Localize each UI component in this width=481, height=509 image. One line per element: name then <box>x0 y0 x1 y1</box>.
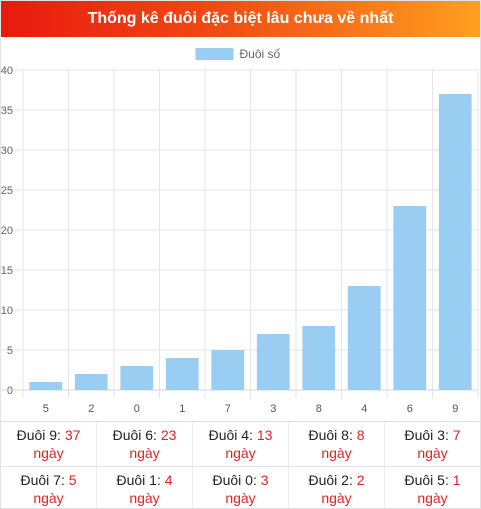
bar <box>211 350 245 390</box>
stat-cell: Đuôi 5: 1 ngày <box>385 467 480 508</box>
stat-cell: Đuôi 6: 23 ngày <box>97 422 193 466</box>
widget-title: Thống kê đuôi đặc biệt lâu chưa về nhất <box>1 1 480 37</box>
stats-table: Đuôi 9: 37 ngày Đuôi 6: 23 ngày Đuôi 4: … <box>1 421 480 508</box>
stat-unit: ngày <box>225 490 256 506</box>
y-tick-label: 15 <box>1 265 13 277</box>
y-tick-label: 10 <box>1 305 13 317</box>
x-tick-label: 2 <box>88 403 94 415</box>
y-tick-label: 30 <box>1 145 13 157</box>
stat-cell: Đuôi 3: 7 ngày <box>385 422 480 466</box>
bar <box>256 334 290 390</box>
x-tick-label: 0 <box>134 403 140 415</box>
bar <box>165 358 199 390</box>
stat-unit: ngày <box>33 490 64 506</box>
y-tick-label: 35 <box>1 105 13 117</box>
stat-cell: Đuôi 8: 8 ngày <box>289 422 385 466</box>
y-tick-label: 25 <box>1 185 13 197</box>
stat-label: Đuôi 9: <box>16 427 61 443</box>
stat-label: Đuôi 0: <box>212 472 257 488</box>
stat-value: 1 <box>452 472 461 488</box>
stat-unit: ngày <box>129 490 160 506</box>
stat-unit: ngày <box>417 445 448 461</box>
stat-value: 13 <box>256 427 273 443</box>
bar <box>438 94 472 390</box>
y-tick-label: 20 <box>1 225 13 237</box>
stat-unit: ngày <box>129 445 160 461</box>
stat-label: Đuôi 7: <box>20 472 65 488</box>
stat-cell: Đuôi 1: 4 ngày <box>97 467 193 508</box>
stat-value: 7 <box>452 427 461 443</box>
x-tick-label: 4 <box>361 403 367 415</box>
stat-label: Đuôi 3: <box>404 427 449 443</box>
stat-cell: Đuôi 4: 13 ngày <box>193 422 289 466</box>
stat-label: Đuôi 5: <box>404 472 449 488</box>
x-tick-label: 8 <box>316 403 322 415</box>
stat-cell: Đuôi 0: 3 ngày <box>193 467 289 508</box>
stat-label: Đuôi 8: <box>308 427 353 443</box>
stat-value: 37 <box>64 427 81 443</box>
x-tick-label: 1 <box>179 403 185 415</box>
x-tick-label: 6 <box>407 403 413 415</box>
stat-value: 4 <box>164 472 173 488</box>
stat-label: Đuôi 2: <box>308 472 353 488</box>
legend-swatch <box>195 48 234 60</box>
stat-unit: ngày <box>225 445 256 461</box>
bar <box>120 366 154 390</box>
y-tick-label: 5 <box>7 345 13 357</box>
x-tick-label: 5 <box>43 403 49 415</box>
stat-label: Đuôi 1: <box>116 472 161 488</box>
stat-cell: Đuôi 2: 2 ngày <box>289 467 385 508</box>
bar <box>302 326 336 390</box>
stat-unit: ngày <box>321 490 352 506</box>
bar <box>347 286 381 390</box>
bar <box>393 206 427 390</box>
stat-unit: ngày <box>417 490 448 506</box>
stat-unit: ngày <box>33 445 64 461</box>
stat-label: Đuôi 6: <box>112 427 157 443</box>
y-tick-label: 0 <box>7 385 13 397</box>
stat-value: 23 <box>160 427 177 443</box>
stat-value: 8 <box>356 427 365 443</box>
stat-cell: Đuôi 7: 5 ngày <box>1 467 97 508</box>
x-tick-label: 9 <box>452 403 458 415</box>
stat-value: 5 <box>68 472 77 488</box>
stat-cell: Đuôi 9: 37 ngày <box>1 422 97 466</box>
stats-row: Đuôi 9: 37 ngày Đuôi 6: 23 ngày Đuôi 4: … <box>1 422 480 467</box>
stat-value: 3 <box>260 472 269 488</box>
stat-label: Đuôi 4: <box>208 427 253 443</box>
legend-label: Đuôi số <box>240 47 281 61</box>
x-tick-label: 3 <box>270 403 276 415</box>
stat-value: 2 <box>356 472 365 488</box>
y-tick-label: 40 <box>1 65 13 77</box>
stats-row: Đuôi 7: 5 ngày Đuôi 1: 4 ngày Đuôi 0: 3 … <box>1 467 480 508</box>
bar <box>29 382 63 390</box>
stat-unit: ngày <box>321 445 352 461</box>
x-tick-label: 7 <box>225 403 231 415</box>
bar <box>74 374 108 390</box>
